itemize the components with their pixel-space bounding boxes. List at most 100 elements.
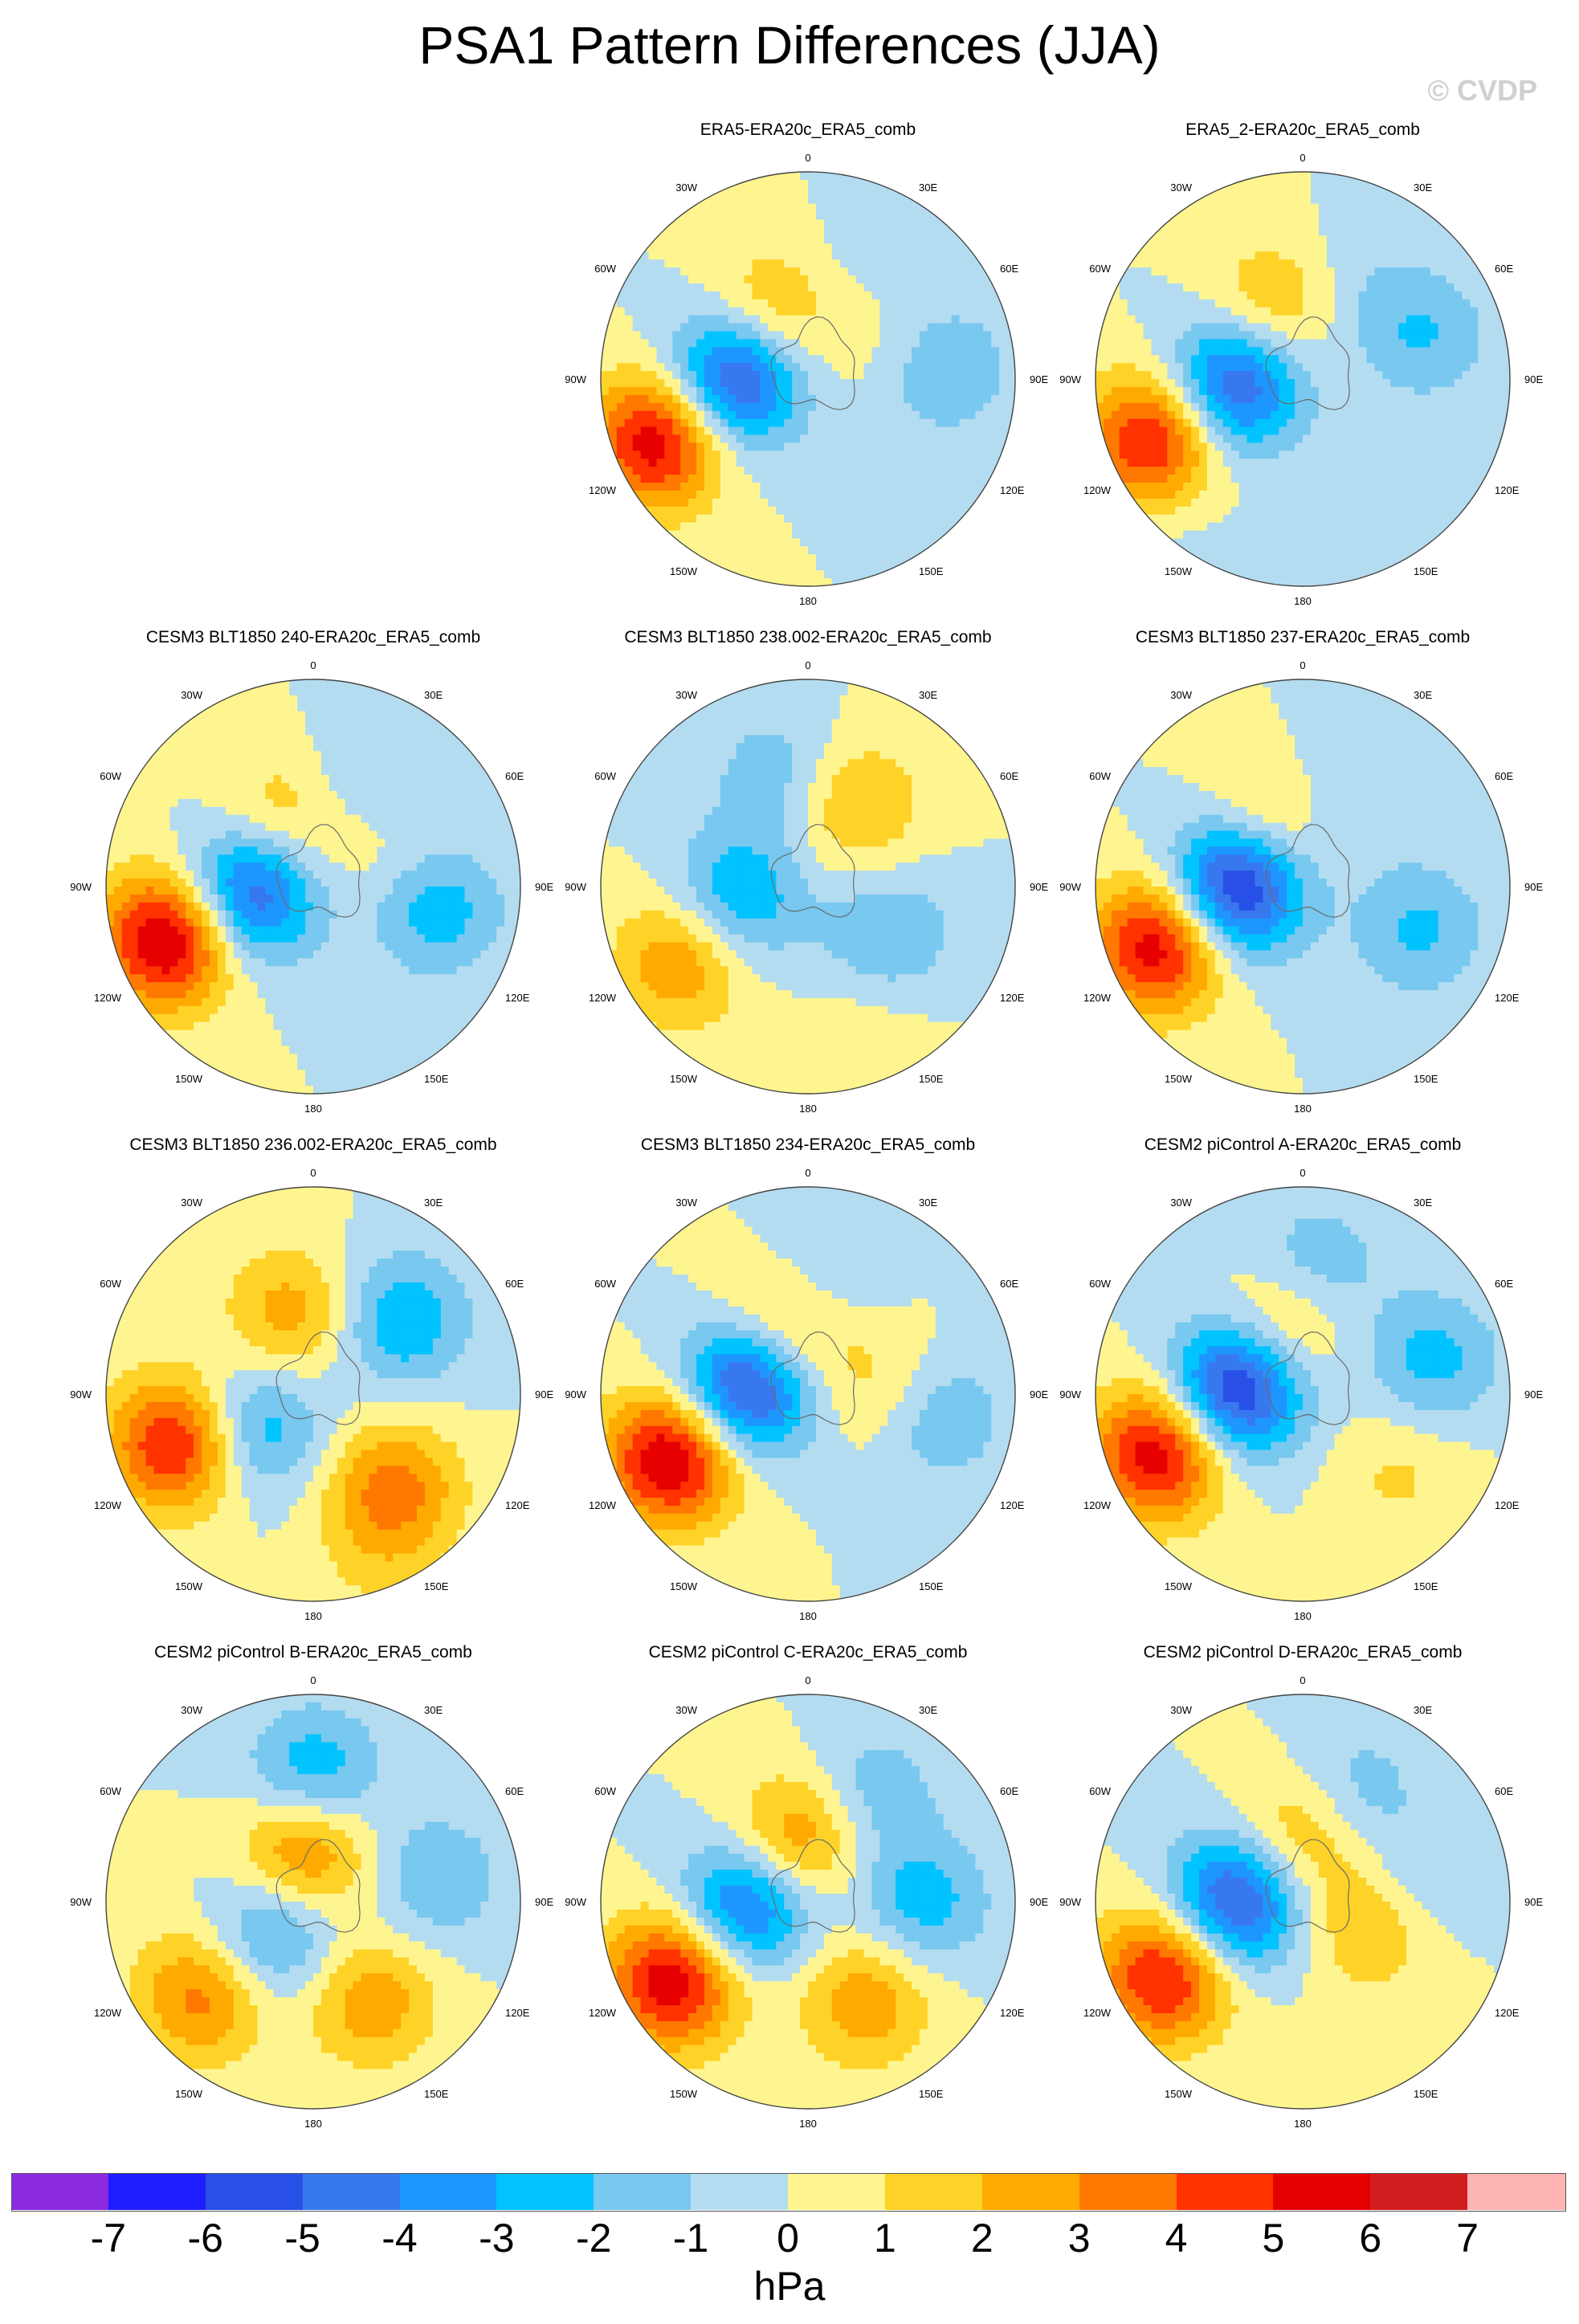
field-cell: [1318, 451, 1328, 459]
field-cell: [863, 355, 872, 364]
field-cell: [847, 402, 857, 412]
field-cell: [1398, 235, 1407, 244]
field-cell: [951, 514, 961, 524]
field-cell: [839, 179, 849, 189]
field-cell: [1478, 371, 1487, 380]
field-cell: [912, 483, 920, 491]
field-cell: [1390, 251, 1399, 260]
field-cell: [1246, 291, 1256, 300]
field-cell: [800, 251, 809, 260]
field-cell: [896, 530, 904, 540]
field-cell: [1199, 195, 1208, 205]
field-cell: [1374, 554, 1383, 563]
field-cell: [912, 283, 920, 292]
field-cell: [823, 339, 833, 348]
field-cell: [760, 323, 769, 332]
field-cell: [1238, 315, 1248, 324]
field-cell: [704, 434, 713, 443]
field-cell: [121, 806, 131, 816]
field-cell: [871, 379, 880, 388]
field-cell: [1206, 538, 1216, 547]
field-cell: [831, 483, 841, 491]
field-cell: [1350, 386, 1360, 396]
field-cell: [1358, 570, 1367, 579]
field-cell: [1143, 410, 1153, 420]
field-cell: [1135, 371, 1144, 380]
field-cell: [808, 379, 817, 388]
field-cell: [863, 394, 872, 404]
field-cell: [736, 530, 745, 540]
field-cell: [1199, 307, 1208, 316]
field-cell: [1263, 506, 1271, 516]
field-cell: [776, 275, 785, 284]
field-cell: [855, 483, 865, 491]
field-cell: [696, 402, 705, 412]
field-cell: [1279, 307, 1287, 316]
field-cell: [1446, 347, 1455, 356]
field-cell: [919, 371, 928, 380]
field-cell: [664, 467, 673, 475]
field-cell: [1438, 339, 1447, 348]
field-cell: [1326, 562, 1336, 571]
field-cell: [129, 942, 139, 951]
field-cell: [704, 187, 713, 197]
field-cell: [1318, 434, 1328, 443]
field-cell: [1470, 410, 1479, 420]
field-cell: [672, 331, 681, 340]
field-cell: [1206, 227, 1216, 236]
field-cell: [1238, 227, 1248, 236]
field-cell: [839, 371, 849, 380]
field-cell: [1199, 506, 1208, 516]
field-cell: [967, 410, 976, 420]
field-cell: [1422, 379, 1431, 388]
field-cell: [1143, 522, 1153, 532]
field-cell: [1446, 243, 1455, 252]
field-cell: [823, 211, 833, 221]
field-cell: [113, 854, 123, 863]
field-cell: [1358, 522, 1367, 532]
field-cell: [1151, 514, 1160, 524]
field-cell: [202, 822, 210, 832]
field-cell: [1222, 267, 1232, 276]
field-cell: [1255, 459, 1263, 467]
field-cell: [792, 483, 801, 491]
field-cell: [1366, 172, 1375, 181]
field-cell: [1206, 506, 1216, 516]
field-cell: [863, 442, 872, 451]
field-cell: [1454, 299, 1463, 308]
field-cell: [145, 966, 155, 975]
field-cell: [1271, 347, 1279, 356]
field-cell: [640, 386, 650, 396]
field-cell: [1279, 275, 1287, 284]
field-cell: [1222, 355, 1232, 364]
field-cell: [800, 187, 809, 197]
field-cell: [1230, 219, 1240, 229]
field-cell: [1263, 275, 1271, 284]
field-cell: [1422, 402, 1431, 412]
field-cell: [951, 442, 961, 451]
field-cell: [632, 267, 642, 276]
field-cell: [1271, 467, 1279, 475]
field-cell: [1111, 442, 1120, 451]
field-cell: [1486, 386, 1495, 396]
field-cell: [1271, 506, 1279, 516]
field-cell: [1255, 331, 1263, 340]
field-cell: [601, 315, 610, 324]
field-cell: [1167, 410, 1176, 420]
field-cell: [927, 418, 936, 428]
field-cell: [823, 451, 833, 459]
field-cell: [736, 402, 745, 412]
field-cell: [879, 434, 888, 443]
field-cell: [169, 798, 178, 808]
field-cell: [823, 187, 833, 197]
field-cell: [1470, 371, 1479, 380]
field-cell: [680, 426, 689, 436]
field-cell: [815, 339, 825, 348]
field-cell: [1167, 459, 1176, 467]
field-cell: [800, 475, 809, 483]
field-cell: [137, 775, 147, 784]
field-cell: [688, 251, 697, 260]
field-cell: [1454, 451, 1463, 459]
field-cell: [624, 402, 634, 412]
field-cell: [887, 203, 896, 213]
